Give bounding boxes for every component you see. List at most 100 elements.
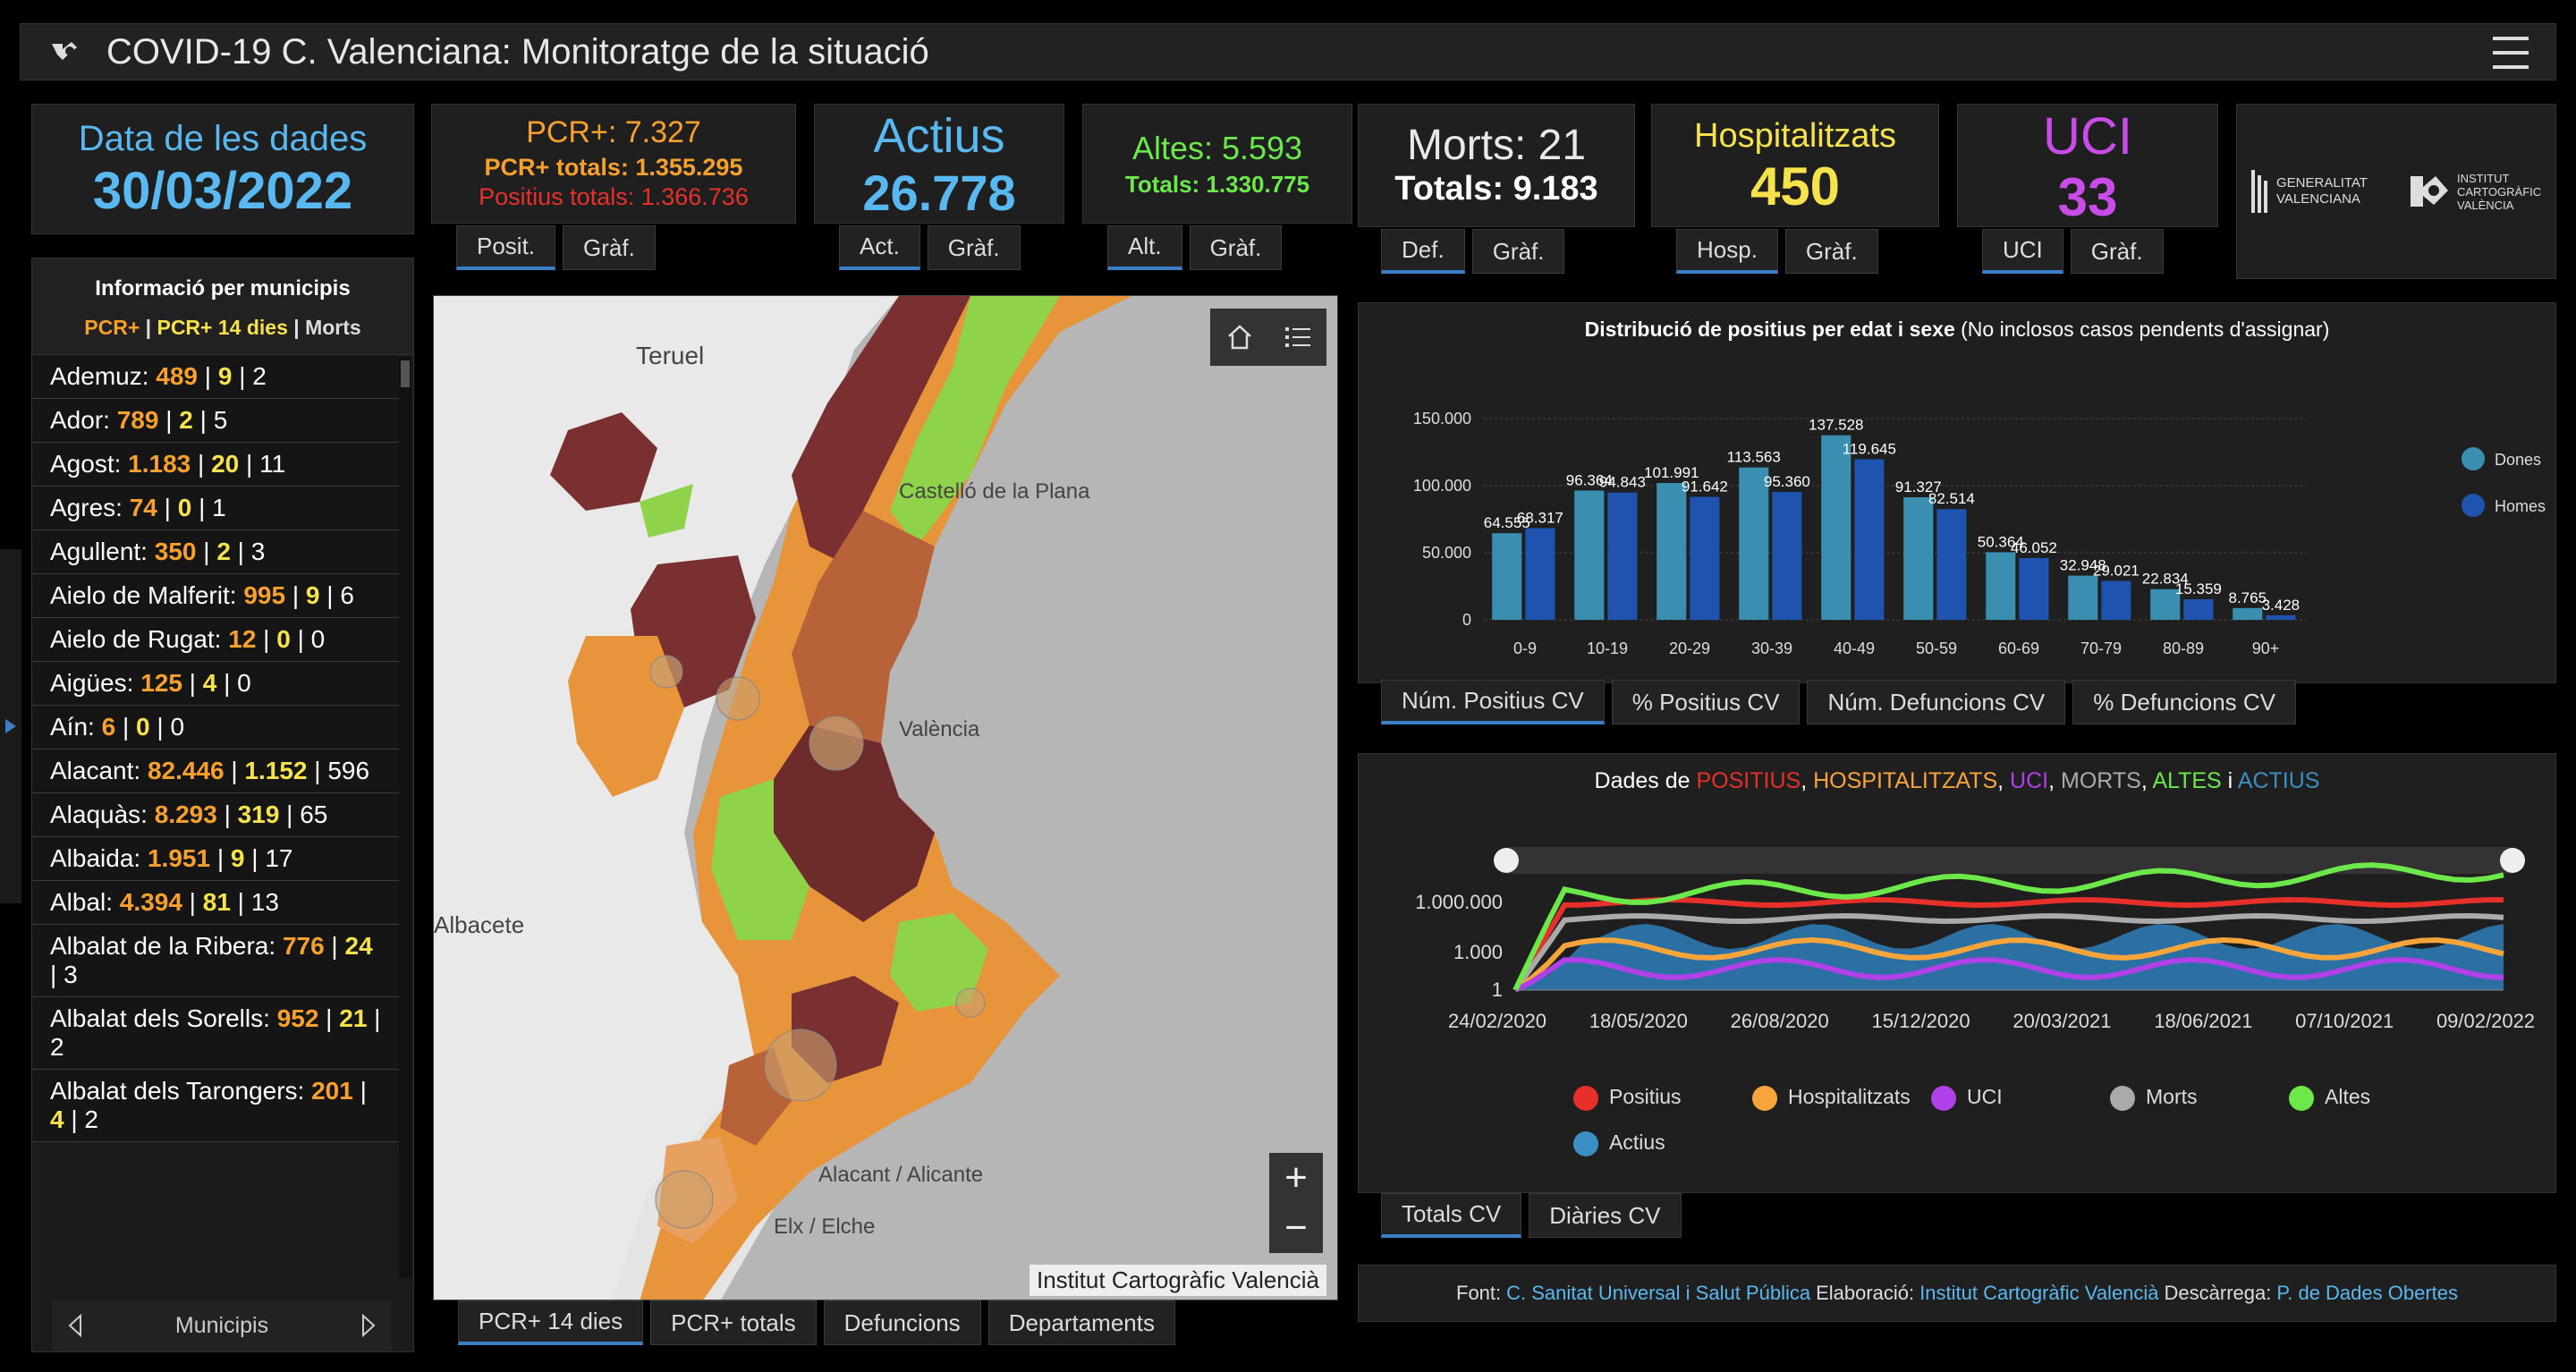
bar-homes[interactable]: [1525, 528, 1555, 620]
icv-logo-text: INSTITUT CARTOGRÀFIC VALÈNCIA: [2457, 171, 2542, 212]
footer-font-link[interactable]: C. Sanitat Universal i Salut Pública: [1506, 1282, 1811, 1304]
footer-font-label: Font:: [1456, 1282, 1502, 1304]
bar-homes[interactable]: [2183, 598, 2214, 620]
bar-homes[interactable]: [2101, 580, 2131, 620]
municipality-item[interactable]: Albalat de la Ribera: 776 | 24 | 3: [32, 925, 399, 997]
municipality-item[interactable]: Albalat dels Tarongers: 201 | 4 | 2: [32, 1070, 399, 1142]
municipality-list[interactable]: Ademuz: 489 | 9 | 2 Ador: 789 | 2 | 5 Agos…: [32, 355, 413, 1300]
tab-pct-positius[interactable]: % Positius CV: [1611, 680, 1801, 724]
muni-pcr: 6: [101, 713, 116, 741]
muni-name: Ador:: [50, 406, 110, 434]
home-icon[interactable]: [1225, 324, 1254, 351]
footer-elab-link[interactable]: Institut Cartogràfic Valencià: [1919, 1282, 2159, 1304]
municipality-header: Informació per municipis PCR+ | PCR+ 14 …: [32, 258, 413, 355]
tab-act-graf[interactable]: Gràf.: [927, 225, 1021, 270]
tab-act[interactable]: Act.: [839, 225, 920, 270]
map-toolbar: [1210, 309, 1326, 366]
tab-uci[interactable]: UCI: [1982, 229, 2063, 274]
ts-legend-item[interactable]: Morts: [2110, 1085, 2289, 1111]
muni-pcr14: 1.152: [244, 757, 308, 784]
timeseries-legend: Positius Hospitalitzats UCI Morts Altes Actiu…: [1573, 1085, 2468, 1156]
ts-legend-item[interactable]: UCI: [1931, 1085, 2110, 1111]
bar-dones[interactable]: [1903, 497, 1934, 620]
tab-alt-graf[interactable]: Gràf.: [1189, 225, 1283, 270]
tab-totals-cv[interactable]: Totals CV: [1381, 1193, 1522, 1238]
footer-desc-link[interactable]: P. de Dades Obertes: [2276, 1282, 2458, 1304]
municipality-item[interactable]: Ador: 789 | 2 | 5: [32, 399, 399, 443]
municipality-scrollbar[interactable]: [399, 357, 411, 1278]
bar-homes[interactable]: [2266, 614, 2296, 620]
range-slider-track[interactable]: [1506, 847, 2512, 874]
tab-pcr14[interactable]: PCR+ 14 dies: [458, 1300, 644, 1345]
tab-def-graf[interactable]: Gràf.: [1471, 229, 1565, 274]
tab-num-defuncions[interactable]: Núm. Defuncions CV: [1807, 680, 2066, 724]
municipality-title: Informació per municipis: [95, 276, 351, 301]
muni-name: Albalat dels Sorells:: [50, 1004, 270, 1032]
range-slider-handle[interactable]: [2500, 848, 2525, 873]
map-canvas[interactable]: Teruel Castelló de la Plana València Alb…: [434, 296, 1338, 1300]
timeseries-chart[interactable]: 1.000.000 1.000 1 24/02/2020 18/05/2020 26/08…: [1359, 838, 2557, 1088]
tab-hosp[interactable]: Hosp.: [1676, 229, 1778, 274]
ts-legend-item[interactable]: Altes: [2289, 1085, 2468, 1111]
ts-legend-item[interactable]: Hospitalitzats: [1752, 1085, 1931, 1111]
municipality-item[interactable]: Agullent: 350 | 2 | 3: [32, 530, 399, 574]
tab-diaries-cv[interactable]: Diàries CV: [1529, 1193, 1682, 1238]
bar-dones[interactable]: [1739, 467, 1769, 620]
municipality-item[interactable]: Albalat dels Sorells: 952 | 21 | 2: [32, 997, 399, 1070]
municipality-item[interactable]: Albal: 4.394 | 81 | 13: [32, 881, 399, 925]
municipality-item[interactable]: Alacant: 82.446 | 1.152 | 596: [32, 750, 399, 793]
bar-value-label: 32.948: [2060, 557, 2106, 574]
bar-homes[interactable]: [2019, 557, 2049, 620]
ts-xtick: 26/08/2020: [1731, 1010, 1829, 1032]
bar-dones[interactable]: [1492, 533, 1522, 620]
tab-hosp-graf[interactable]: Gràf.: [1784, 229, 1878, 274]
municipality-item[interactable]: Ademuz: 489 | 9 | 2: [32, 355, 399, 399]
bar-dones[interactable]: [1821, 435, 1852, 620]
tab-posit[interactable]: Posit.: [456, 225, 556, 270]
expand-arrow-icon[interactable]: [0, 549, 21, 903]
zoom-in-button[interactable]: +: [1269, 1153, 1323, 1203]
bar-dones[interactable]: [2068, 575, 2098, 620]
tab-pcr-graf[interactable]: Gràf.: [563, 225, 656, 270]
municipality-item[interactable]: Agres: 74 | 0 | 1: [32, 487, 399, 530]
municipality-item[interactable]: Albaida: 1.951 | 9 | 17: [32, 837, 399, 881]
bar-homes[interactable]: [1854, 459, 1885, 620]
municipality-item[interactable]: Alaquàs: 8.293 | 319 | 65: [32, 793, 399, 837]
tab-defuncions[interactable]: Defuncions: [823, 1300, 981, 1345]
tab-def[interactable]: Def.: [1381, 229, 1465, 274]
bar-homes[interactable]: [1607, 492, 1638, 620]
municipality-item[interactable]: Aielo de Malferit: 995 | 9 | 6: [32, 574, 399, 618]
ts-legend-item[interactable]: Actius: [1573, 1131, 1752, 1156]
range-slider-handle[interactable]: [1494, 848, 1519, 873]
bar-homes[interactable]: [1772, 491, 1802, 620]
bar-dones[interactable]: [1657, 483, 1687, 620]
bar-homes[interactable]: [1936, 509, 1967, 620]
municipality-item[interactable]: Aigües: 125 | 4 | 0: [32, 662, 399, 706]
next-arrow-icon[interactable]: [361, 1314, 376, 1337]
municipality-item[interactable]: Aielo de Rugat: 12 | 0 | 0: [32, 618, 399, 662]
muni-morts: 13: [250, 888, 279, 916]
hamburger-menu-icon[interactable]: [2493, 37, 2529, 69]
scrollbar-thumb[interactable]: [401, 360, 410, 387]
bar-value-label: 101.991: [1644, 464, 1699, 481]
zoom-out-button[interactable]: −: [1269, 1203, 1323, 1253]
sidebar-collapse-strip[interactable]: [0, 549, 21, 903]
tab-num-positius[interactable]: Núm. Positius CV: [1381, 680, 1605, 724]
tab-uci-graf[interactable]: Gràf.: [2070, 229, 2164, 274]
tab-departaments[interactable]: Departaments: [987, 1300, 1175, 1345]
bar-dones[interactable]: [2150, 589, 2181, 620]
tab-alt[interactable]: Alt.: [1107, 225, 1182, 270]
prev-arrow-icon[interactable]: [68, 1314, 82, 1337]
ts-legend-item[interactable]: Positius: [1573, 1085, 1752, 1111]
municipality-legend: PCR+ | PCR+ 14 dies | Morts: [84, 316, 361, 339]
tab-pcr-totals[interactable]: PCR+ totals: [650, 1300, 817, 1345]
bar-dones[interactable]: [1986, 552, 2016, 620]
bar-dones[interactable]: [1574, 490, 1605, 620]
municipality-item[interactable]: Agost: 1.183 | 20 | 11: [32, 443, 399, 487]
bar-homes[interactable]: [1690, 496, 1720, 620]
map-view[interactable]: Teruel Castelló de la Plana València Alb…: [433, 295, 1338, 1300]
bar-dones[interactable]: [2233, 607, 2263, 620]
layer-list-icon[interactable]: [1284, 324, 1312, 351]
tab-pct-defuncions[interactable]: % Defuncions CV: [2072, 680, 2296, 724]
municipality-item[interactable]: Aín: 6 | 0 | 0: [32, 706, 399, 750]
